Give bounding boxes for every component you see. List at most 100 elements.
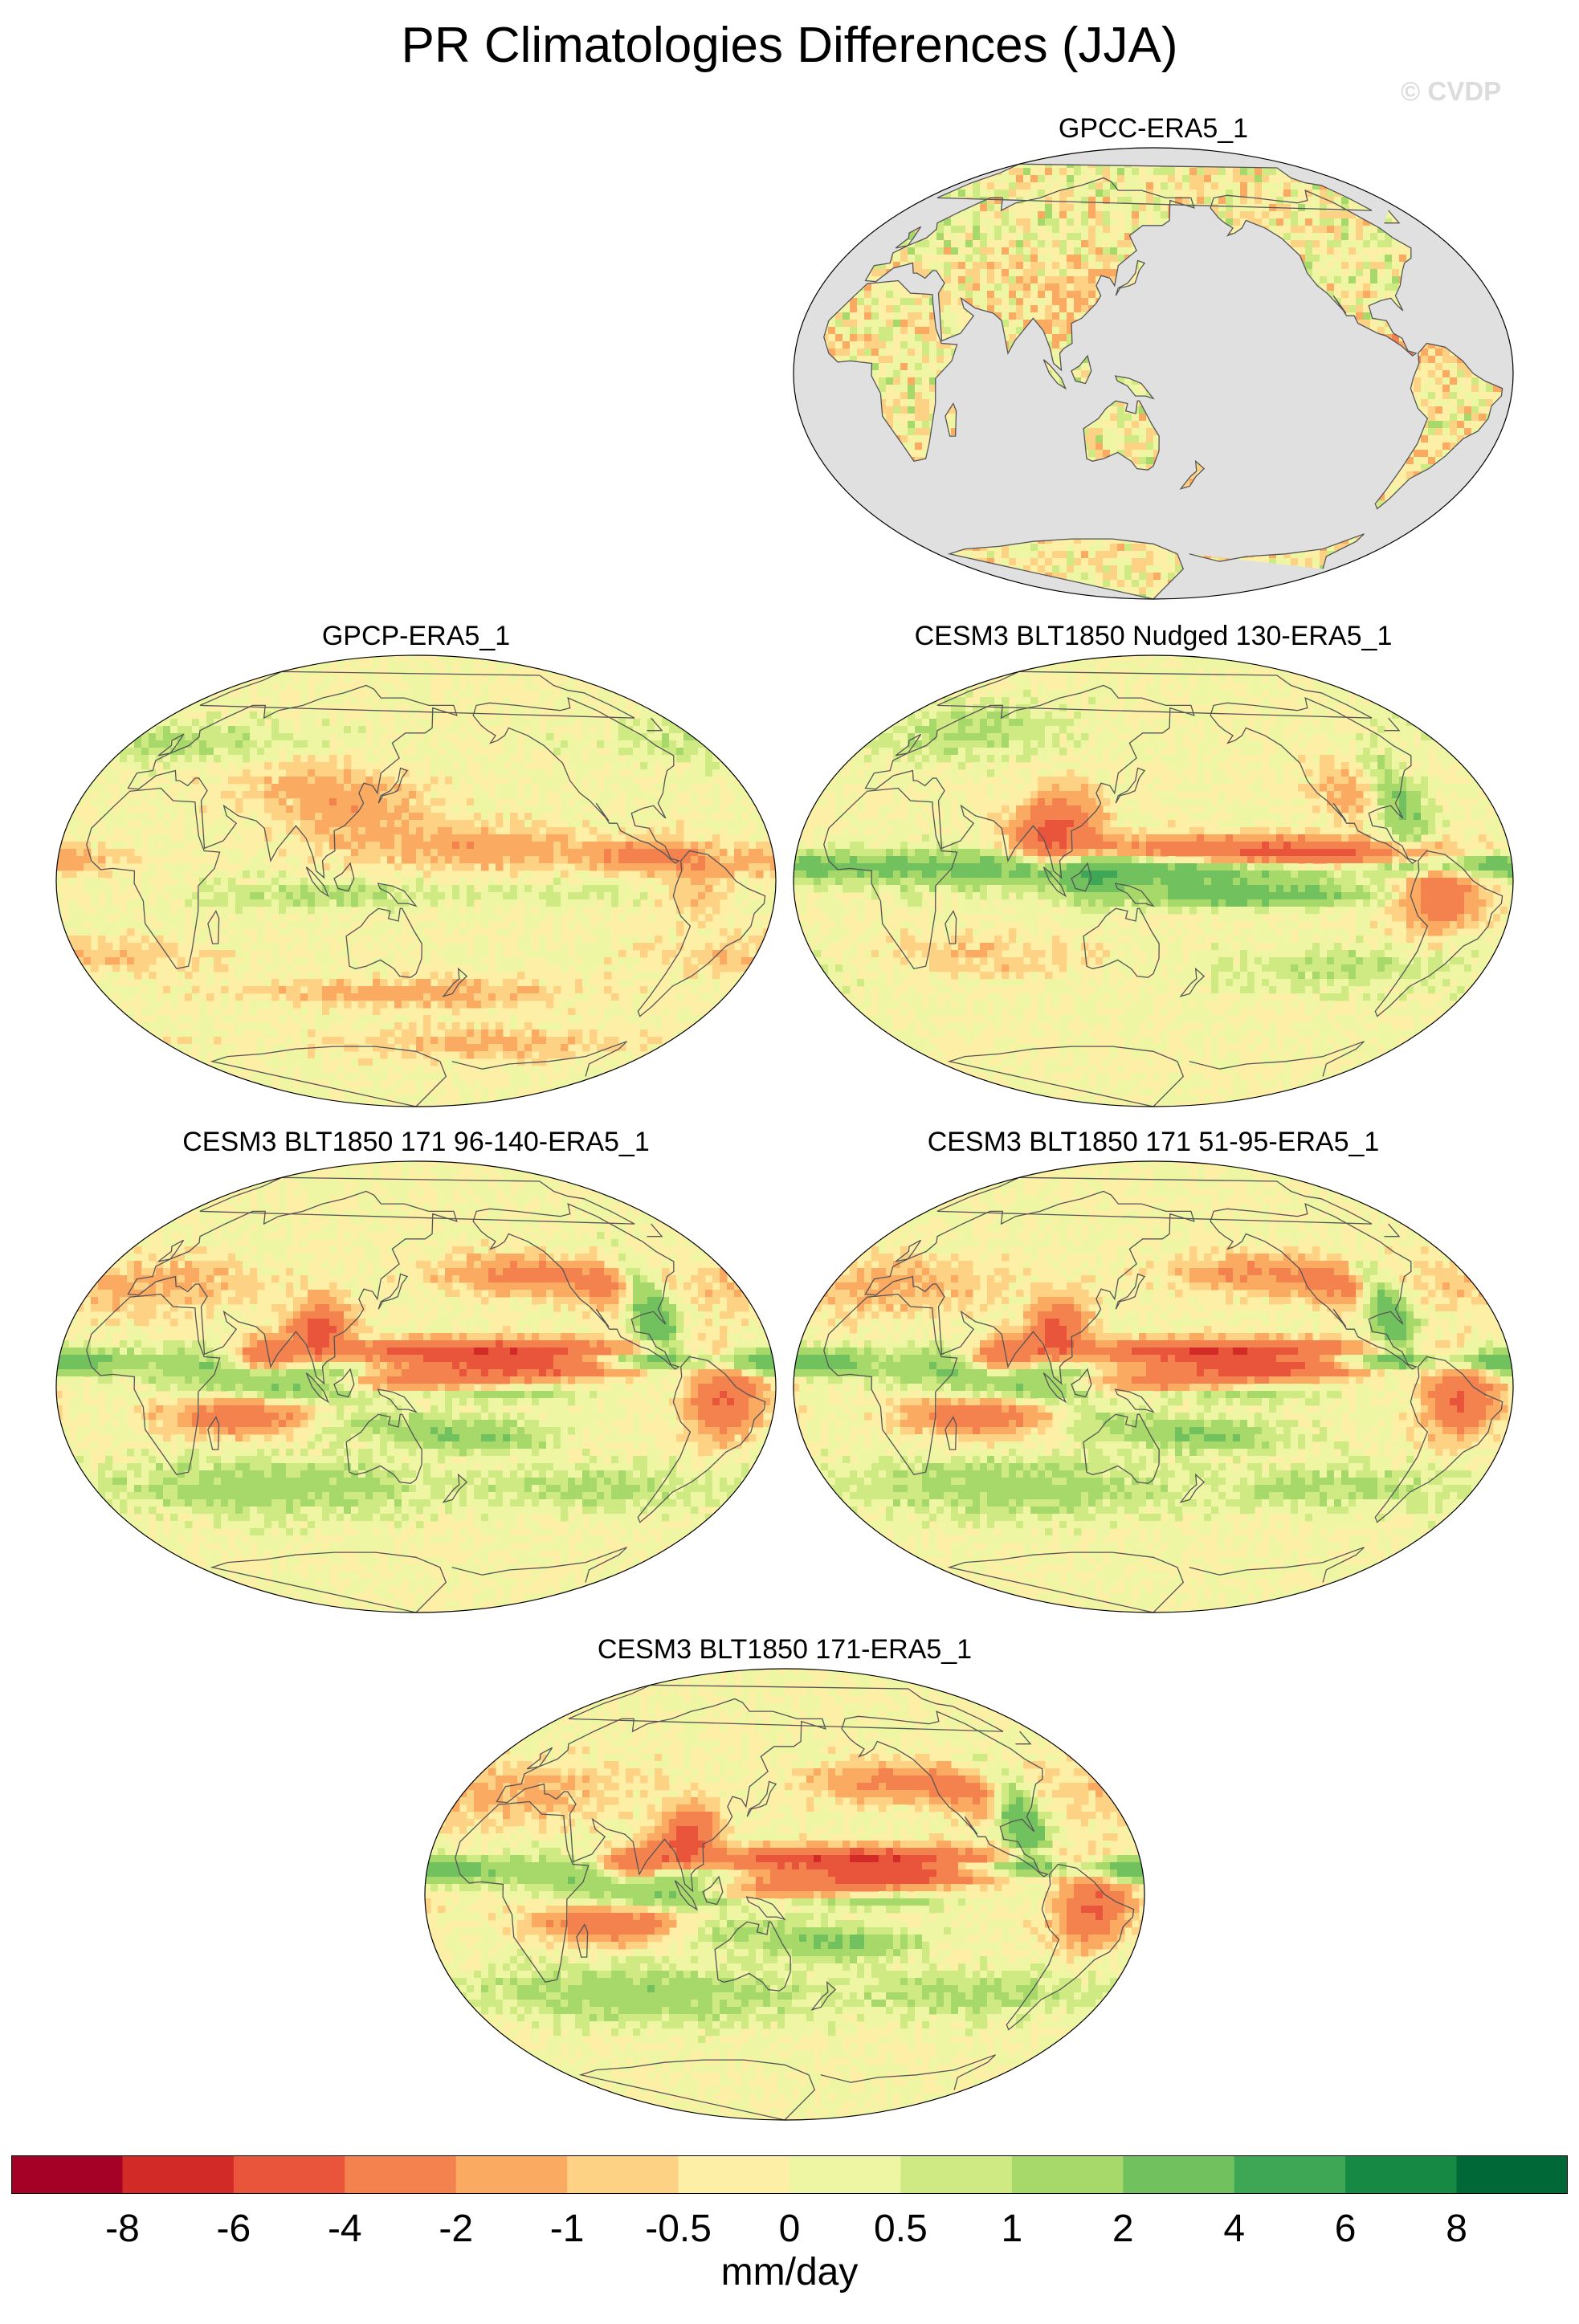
colorbar-swatch (11, 2155, 124, 2194)
colorbar-swatch (678, 2155, 790, 2194)
coastline-japan (1115, 767, 1146, 804)
coastlines (823, 163, 1504, 599)
coastline-n-america (472, 697, 680, 864)
colorbar-units: mm/day (0, 2250, 1579, 2295)
colorbar-swatch (900, 2155, 1013, 2194)
coastline-new-zealand (1179, 1473, 1206, 1503)
coastline-borneo (333, 1368, 355, 1398)
coastline-africa (823, 279, 958, 463)
colorbar-swatch (1123, 2155, 1235, 2194)
map-outline (793, 147, 1514, 600)
colorbar-swatch (1234, 2155, 1346, 2194)
coastline-greenland (936, 671, 1401, 732)
map-panel-171: CESM3 BLT1850 171-ERA5_1 (423, 1632, 1146, 2122)
coastline-s-america (637, 850, 766, 1017)
coastline-borneo (1071, 862, 1092, 892)
robinson-map (55, 654, 777, 1107)
map-outline (55, 1160, 777, 1613)
colorbar-swatch (1011, 2155, 1124, 2194)
coastline-s-america (1006, 1863, 1135, 2031)
coastline-australia (1083, 1413, 1160, 1484)
coastline-eurasia (864, 177, 1195, 372)
coastline-antarctica (210, 1041, 627, 1107)
coastlines (823, 1176, 1504, 1613)
coastline-africa (823, 787, 958, 970)
coastline-eurasia (864, 684, 1195, 879)
coastline-eurasia (496, 1698, 826, 1893)
field-cells (794, 655, 1513, 1107)
coastline-borneo (333, 862, 355, 892)
coastline-antarctica (947, 533, 1365, 599)
coastline-australia (1083, 907, 1160, 978)
coastline-madagascar (945, 1416, 957, 1450)
colorbar-outline (11, 2155, 1568, 2194)
panel-title: CESM3 BLT1850 171 96-140-ERA5_1 (55, 1124, 777, 1160)
coastline-sumatra (1042, 1372, 1067, 1404)
coastline-greenland (568, 1684, 1032, 1745)
coastline-greenland (936, 163, 1401, 224)
colorbar-tick-label: -8 (105, 2207, 140, 2252)
coastline-new-guinea (377, 883, 418, 907)
coastline-new-guinea (745, 1896, 786, 1921)
coastline-sumatra (1042, 866, 1067, 898)
coastline-borneo (1071, 354, 1092, 385)
coastline-new-zealand (1179, 459, 1206, 490)
coastline-antarctica (947, 1041, 1365, 1107)
colorbar-swatch (233, 2155, 345, 2194)
coastline-australia (714, 1921, 791, 1992)
coastline-eurasia (127, 684, 458, 879)
map-panel-nudged: CESM3 BLT1850 Nudged 130-ERA5_1 (792, 618, 1515, 1108)
robinson-map (55, 1160, 777, 1613)
precip-anomaly-field (425, 1669, 1144, 2120)
coastline-sumatra (305, 1372, 330, 1404)
coastline-africa (455, 1800, 590, 1984)
coastline-eurasia (127, 1190, 458, 1385)
colorbar-tick-label: 6 (1335, 2207, 1357, 2252)
coastline-s-america (1374, 342, 1504, 510)
panel-title: CESM3 BLT1850 171-ERA5_1 (423, 1632, 1146, 1667)
coastline-new-guinea (377, 1388, 418, 1413)
colorbar-tick-label: -6 (217, 2207, 251, 2252)
map-outline (793, 1160, 1514, 1613)
coastlines (86, 671, 766, 1107)
coastline-japan (1115, 1273, 1146, 1310)
coastline-uk (895, 733, 922, 756)
robinson-map (793, 147, 1514, 600)
colorbar-tick-label: -4 (328, 2207, 362, 2252)
coastline-new-zealand (810, 1980, 837, 2011)
panel-title: CESM3 BLT1850 171 51-95-ERA5_1 (792, 1124, 1515, 1160)
colorbar (11, 2155, 1568, 2194)
coastline-africa (86, 787, 221, 970)
colorbar-tick-label: -1 (550, 2207, 585, 2252)
coastline-new-zealand (442, 967, 468, 997)
coastline-n-america (1210, 1203, 1418, 1370)
coastline-madagascar (576, 1923, 589, 1958)
coastline-greenland (199, 671, 663, 732)
coastline-greenland (936, 1176, 1401, 1237)
coastline-madagascar (945, 402, 957, 437)
panel-title: GPCP-ERA5_1 (55, 618, 777, 654)
precip-anomaly-field (794, 148, 1513, 599)
colorbar-tick-label: 8 (1446, 2207, 1467, 2252)
coastline-s-america (637, 1356, 766, 1523)
map-panel-gpcp: GPCP-ERA5_1 (55, 618, 777, 1108)
coastline-uk (526, 1747, 553, 1770)
coastline-antarctica (578, 2054, 996, 2120)
map-panel-171-51-95: CESM3 BLT1850 171 51-95-ERA5_1 (792, 1124, 1515, 1614)
colorbar-tick-label: -0.5 (645, 2207, 712, 2252)
colorbar-swatch (567, 2155, 679, 2194)
coastline-eurasia (864, 1190, 1195, 1385)
coastline-new-guinea (1114, 1388, 1155, 1413)
coastlines (86, 1176, 766, 1613)
coastline-madagascar (207, 910, 220, 944)
coastline-n-america (472, 1203, 680, 1370)
precip-anomaly-field (794, 1161, 1513, 1613)
cvdp-watermark: © CVDP (1401, 74, 1501, 109)
map-outline (55, 654, 777, 1107)
coastline-australia (345, 1413, 422, 1484)
coastline-japan (1115, 259, 1146, 296)
map-outline (424, 1668, 1145, 2121)
panel-title: CESM3 BLT1850 Nudged 130-ERA5_1 (792, 618, 1515, 654)
coastline-s-america (1374, 1356, 1504, 1523)
colorbar-tick-label: -2 (439, 2207, 473, 2252)
